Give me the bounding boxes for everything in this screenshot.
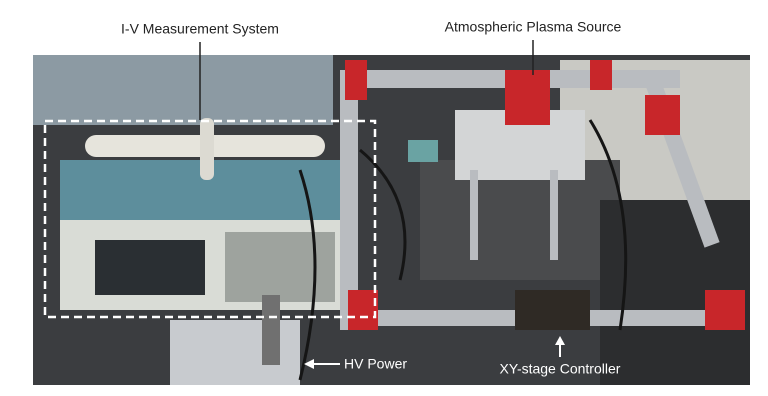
label-iv: I-V Measurement System [121,21,279,37]
label-plasma: Atmospheric Plasma Source [445,19,622,35]
frame-brackets [345,60,745,330]
controller-board [515,290,590,330]
cables [298,119,628,381]
valve [408,140,438,162]
dashed-box [43,119,377,319]
shelf [33,55,333,125]
hv-power-supply [170,320,300,385]
label-xy: XY-stage Controller [500,361,621,377]
xy-arrowhead [555,336,565,345]
oscilloscope-screen [95,240,205,295]
photo [33,55,750,385]
probe-guard [200,118,214,180]
label-hv: HV Power [344,356,407,372]
oscilloscope-controls [225,232,335,302]
hv-cable-box [262,295,280,365]
hv-arrowhead [304,359,314,369]
